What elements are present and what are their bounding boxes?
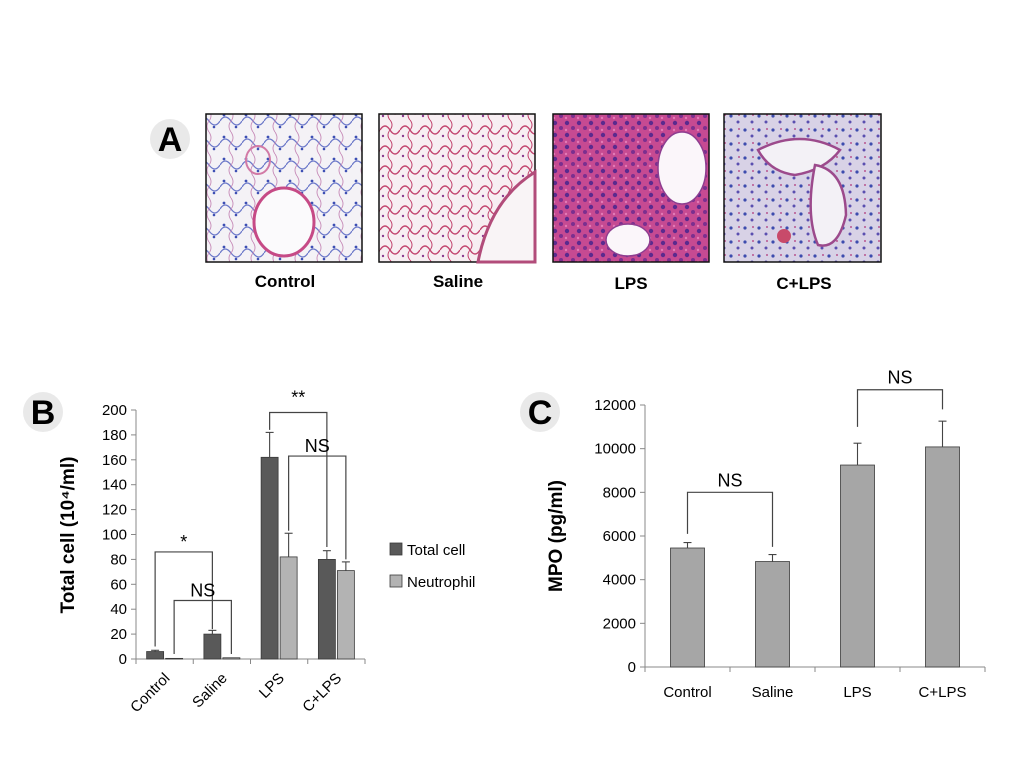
chart-b-y-tick-label: 60 [110,576,127,593]
chart-b-y-tick-label: 100 [102,527,127,544]
chart-c-x-tick-label: Control [663,684,711,701]
chart-c: C MPO (pg/ml) 0 2000 4000 6000 8000 10000 1200… [520,368,986,701]
chart-b-legend-swatch [389,542,403,556]
chart-c-annotation: NS [717,470,742,490]
chart-b-x-tick-label: C+LPS [299,670,345,716]
chart-c-y-tick-label: 12000 [594,397,636,414]
panel-c-letter: C [528,394,553,432]
chart-b-legend-label: Neutrophil [407,574,475,591]
chart-c-y-tick-label: 0 [628,659,636,676]
panel-c-badge [520,392,560,432]
histology-label-clps: C+LPS [776,274,831,293]
chart-c-bar [925,446,960,668]
chart-b-y-tick-label: 40 [110,601,127,618]
chart-b-bracket-neutrophil-lps-clps [288,455,347,560]
chart-b-y-tick-label: 120 [102,502,127,519]
chart-c-y-tick-label: 2000 [603,615,636,632]
histology-image-clps [723,113,882,263]
chart-c-bracket-control-saline [686,491,774,547]
chart-b-bar-neutrophil [336,570,355,660]
histology-image-control [205,113,363,263]
histology-label-saline: Saline [433,272,483,291]
chart-b-bar-total-cell [317,559,336,660]
histology-image-lps [552,113,710,263]
chart-b-x-tick-label: LPS [256,670,288,702]
chart-c-y-tick-label: 4000 [603,572,636,589]
chart-b-bar-neutrophil [222,657,241,660]
chart-b-bar-total-cell [260,456,279,660]
chart-c-x-tick-label: Saline [752,684,794,701]
chart-c-x-tick-label: C+LPS [919,684,967,701]
chart-c-y-axis-label: MPO (pg/ml) [546,480,567,592]
panel-b-badge [23,392,63,432]
chart-b-y-tick-label: 160 [102,452,127,469]
chart-b-annotation: NS [305,436,330,456]
chart-c-bar [840,464,875,668]
panel-a-badge [150,119,190,159]
panel-a-letter: A [158,121,183,159]
chart-c-annotation: NS [887,368,912,388]
chart-c-x-tick-label: LPS [843,684,871,701]
chart-b-bar-total-cell [203,633,222,660]
chart-b-y-tick-label: 140 [102,477,127,494]
histology-image-saline [378,113,537,264]
chart-b-y-tick-label: 0 [119,651,127,668]
chart-b-bar-neutrophil [165,657,184,660]
histology-label-control: Control [255,272,315,291]
chart-b-y-tick-label: 20 [110,626,127,643]
chart-c-y-tick-label: 6000 [603,528,636,545]
chart-b-y-axis-label: Total cell (10⁴/ml) [58,457,79,614]
chart-b-bracket-neutrophil-control-saline [173,599,232,655]
chart-b-bracket-lps-clps [269,411,328,547]
chart-c-y-tick-label: 10000 [594,441,636,458]
chart-b-y-tick-label: 180 [102,427,127,444]
chart-c-bar [670,547,705,668]
chart-b-annotation: * [180,532,187,552]
chart-b-y-tick-label: 200 [102,402,127,419]
chart-c-bracket-lps-clps [856,389,944,427]
panel-b-letter: B [31,394,56,432]
chart-b-annotation: NS [190,580,215,600]
histology-label-lps: LPS [614,274,647,293]
panel-a: A Control Saline LPS C+LPS [150,113,882,293]
chart-b-bar-total-cell [146,651,165,660]
chart-c-bar [755,561,790,668]
chart-b: B Total cell (10⁴/ml) 0 20 40 60 80 100 120 140… [23,387,475,716]
chart-b-bar-neutrophil [279,556,298,660]
chart-c-y-tick-label: 8000 [603,484,636,501]
chart-b-x-tick-label: Saline [189,670,231,712]
chart-b-y-tick-label: 80 [110,551,127,568]
chart-b-legend-swatch [389,574,403,588]
chart-b-annotation: ** [291,387,305,407]
chart-b-x-tick-label: Control [127,670,173,716]
chart-b-bracket-control-saline [154,551,213,647]
chart-b-legend-label: Total cell [407,542,465,559]
